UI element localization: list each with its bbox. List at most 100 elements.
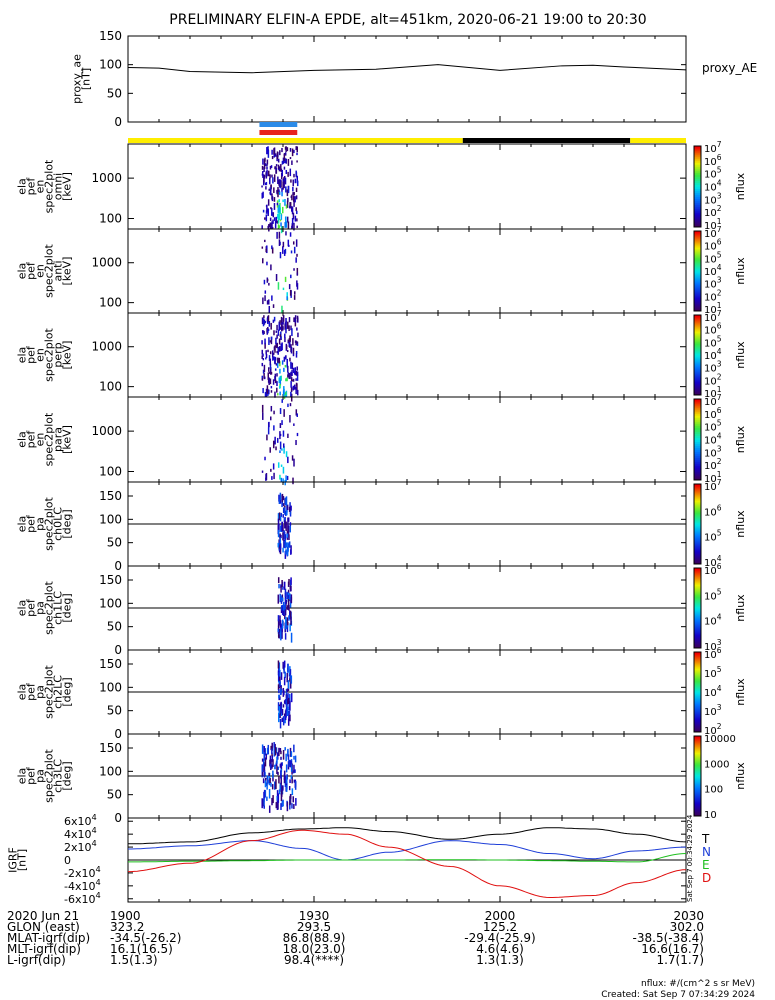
pa-cell: [288, 534, 290, 541]
spec-cell: [265, 357, 267, 360]
spec-cell: [269, 447, 271, 453]
xaxis-value: 4.6(4.6): [476, 942, 524, 956]
spec-cell: [276, 334, 278, 339]
colorbar-cell: [694, 170, 701, 173]
colorbar-tick-label: 104: [704, 554, 722, 569]
pa-cell: [283, 676, 286, 686]
side-timestamp: Sat Sep 7 00:34:29 2024: [686, 814, 694, 902]
colorbar-cell: [694, 528, 701, 531]
colorbar-cell: [694, 377, 701, 380]
pa-cell: [284, 520, 286, 529]
pa-cell: [285, 549, 287, 555]
colorbar-cell: [694, 782, 701, 785]
pa-cell: [275, 747, 278, 754]
spec-cell: [289, 357, 291, 362]
y-tick-label: 6x104: [64, 812, 97, 828]
spec-cell: [283, 356, 286, 362]
spec-cell: [294, 340, 297, 344]
spec-cell: [279, 219, 282, 222]
spec-cell: [289, 232, 292, 237]
spec-cell: [281, 448, 283, 451]
spec-cell: [268, 377, 270, 384]
colorbar-cell: [694, 297, 701, 300]
ylabel-line: pa: [34, 685, 47, 699]
colorbar-cell: [694, 235, 701, 238]
spec-cell: [276, 324, 278, 331]
pa-cell: [283, 770, 286, 780]
pa-cell: [281, 629, 283, 639]
pa-cell: [279, 763, 282, 768]
pa-cell: [288, 786, 291, 791]
spec-cell: [296, 383, 298, 391]
colorbar-tick-label: 104: [704, 179, 722, 194]
ylabel-line: pef: [25, 598, 38, 617]
pa-cell: [278, 512, 281, 521]
ylabel-line: perp: [52, 342, 65, 367]
pa-cell: [289, 602, 292, 608]
pa-cell: [277, 684, 280, 691]
spec-cell: [285, 221, 288, 228]
y-tick-label: 50: [107, 86, 122, 100]
pa-cell: [286, 801, 289, 812]
pa-cell: [277, 766, 279, 770]
pa-cell: [271, 797, 273, 806]
spec-cell: [281, 420, 283, 425]
colorbar-cell: [694, 572, 701, 575]
colorbar-cell: [694, 604, 701, 607]
spec-cell: [269, 378, 272, 385]
colorbar-cell: [694, 690, 701, 693]
spec-cell: [293, 423, 295, 426]
colorbar-tick-label: 106: [704, 238, 722, 253]
spec-cell: [278, 189, 280, 192]
colorbar-cell: [694, 618, 701, 621]
colorbar-cell: [694, 486, 701, 489]
spec-cell: [278, 338, 281, 345]
pa-cell: [263, 764, 266, 772]
colorbar-cell: [694, 804, 701, 807]
pa-cell: [288, 604, 290, 611]
spec-cell: [268, 337, 270, 345]
pa-cell: [279, 615, 281, 623]
pa-cell: [290, 594, 293, 603]
spec-cell: [296, 283, 299, 290]
spec-cell: [287, 185, 290, 194]
proxy-ae-legend: proxy_AE: [702, 61, 757, 75]
colorbar-cell: [694, 289, 701, 292]
spec-cell: [279, 326, 282, 330]
colorbar-cell: [694, 407, 701, 410]
colorbar-cell: [694, 403, 701, 406]
colorbar-cell: [694, 180, 701, 183]
spec-cell: [277, 357, 279, 363]
colorbar-label: nflux: [734, 257, 747, 285]
pa-cell: [263, 805, 265, 809]
spec-cell: [268, 371, 271, 374]
spec-cell: [273, 187, 275, 193]
spec-cell: [296, 389, 299, 396]
ylabel-line: IGRF: [7, 847, 20, 873]
spec-cell: [281, 147, 283, 153]
pa-cell: [290, 549, 292, 555]
spec-cell: [296, 366, 299, 371]
spec-cell: [286, 358, 288, 367]
colorbar-cell: [694, 349, 701, 352]
pa-cell: [277, 615, 280, 622]
spec-cell: [269, 217, 272, 222]
spec-cell: [295, 350, 298, 354]
spec-cell: [289, 147, 292, 152]
pa-cell: [278, 494, 280, 502]
spec-cell: [296, 152, 298, 156]
pa-cell: [289, 506, 291, 512]
spec-cell: [270, 367, 272, 375]
pa-cell: [293, 755, 295, 760]
colorbar-cell: [694, 247, 701, 250]
colorbar-cell: [694, 331, 701, 334]
spec-cell: [273, 217, 276, 221]
spec-cell: [294, 367, 297, 376]
colorbar-cell: [694, 790, 701, 793]
spec-cell: [263, 315, 265, 319]
pa-cell: [261, 758, 264, 762]
colorbar-cell: [694, 224, 701, 228]
spec-cell: [290, 391, 292, 398]
colorbar-cell: [694, 291, 701, 294]
spec-cell: [276, 381, 278, 387]
